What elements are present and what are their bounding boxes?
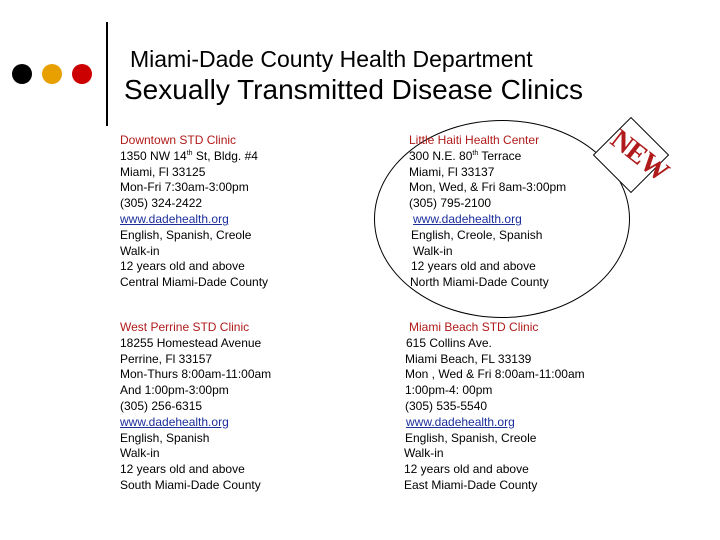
clinic-age: 12 years old and above bbox=[404, 462, 529, 477]
clinic-area: East Miami-Dade County bbox=[404, 477, 538, 492]
clinic-website-link[interactable]: www.dadehealth.org bbox=[406, 414, 515, 429]
page-title: Sexually Transmitted Disease Clinics bbox=[124, 74, 584, 105]
clinic-street: 1350 NW 14th St, Bldg. #4 bbox=[120, 148, 258, 163]
clinic-website-link[interactable]: www.dadehealth.org bbox=[120, 211, 229, 226]
clinic-walkin: Walk-in bbox=[120, 446, 160, 461]
clinic-website-link[interactable]: www.dadehealth.org bbox=[120, 414, 229, 429]
clinic-street: 300 N.E. 80th Terrace bbox=[409, 148, 522, 163]
clinic-age: 12 years old and above bbox=[411, 259, 536, 274]
red-dot bbox=[72, 64, 92, 84]
clinic-name: Downtown STD Clinic bbox=[120, 133, 237, 147]
clinic-name: West Perrine STD Clinic bbox=[120, 320, 250, 334]
page-subtitle: Miami-Dade County Health Department bbox=[130, 46, 533, 72]
clinic-age: 12 years old and above bbox=[120, 259, 245, 274]
clinic-hours: Mon , Wed & Fri 8:00am-11:00am bbox=[405, 367, 585, 382]
clinic-hours: Mon-Fri 7:30am-3:00pm bbox=[120, 180, 249, 195]
clinic-hours-2: And 1:00pm-3:00pm bbox=[120, 383, 229, 398]
clinic-city: Miami, Fl 33125 bbox=[120, 164, 206, 179]
clinic-languages: English, Spanish, Creole bbox=[405, 430, 537, 445]
clinic-walkin: Walk-in bbox=[413, 243, 453, 258]
clinic-name: Little Haiti Health Center bbox=[409, 133, 540, 147]
clinic-card-downtown: Downtown STD Clinic 1350 NW 14th St, Bld… bbox=[120, 133, 268, 291]
clinic-phone: (305) 324-2422 bbox=[120, 196, 203, 211]
clinic-languages: English, Spanish, Creole bbox=[120, 227, 252, 242]
clinic-languages: English, Spanish bbox=[120, 430, 210, 445]
clinic-city: Miami Beach, FL 33139 bbox=[405, 351, 532, 366]
clinic-name: Miami Beach STD Clinic bbox=[409, 320, 539, 334]
clinic-hours-2: 1:00pm-4: 00pm bbox=[405, 383, 493, 398]
clinic-card-little-haiti: Little Haiti Health Center 300 N.E. 80th… bbox=[409, 133, 566, 291]
clinic-phone: (305) 256-6315 bbox=[120, 398, 203, 413]
clinic-languages: English, Creole, Spanish bbox=[411, 227, 543, 242]
clinic-city: Miami, Fl 33137 bbox=[409, 164, 495, 179]
clinic-hours: Mon, Wed, & Fri 8am-3:00pm bbox=[409, 180, 567, 195]
clinic-hours: Mon-Thurs 8:00am-11:00am bbox=[120, 367, 272, 382]
clinic-walkin: Walk-in bbox=[120, 243, 160, 258]
clinic-phone: (305) 535-5540 bbox=[405, 398, 488, 413]
clinic-city: Perrine, Fl 33157 bbox=[120, 351, 213, 366]
orange-dot bbox=[42, 64, 62, 84]
black-dot bbox=[12, 64, 32, 84]
highlight-ellipse bbox=[374, 120, 630, 318]
clinic-area: South Miami-Dade County bbox=[120, 477, 261, 492]
clinic-area: Central Miami-Dade County bbox=[120, 275, 269, 290]
clinic-street: 615 Collins Ave. bbox=[406, 335, 492, 350]
clinic-age: 12 years old and above bbox=[120, 462, 245, 477]
clinic-walkin: Walk-in bbox=[404, 446, 444, 461]
clinic-card-west-perrine: West Perrine STD Clinic 18255 Homestead … bbox=[120, 320, 271, 494]
clinic-phone: (305) 795-2100 bbox=[409, 196, 492, 211]
clinic-street: 18255 Homestead Avenue bbox=[120, 335, 262, 350]
header-divider bbox=[106, 22, 108, 126]
clinic-card-miami-beach: Miami Beach STD Clinic 615 Collins Ave. … bbox=[404, 320, 585, 494]
clinic-website-link[interactable]: www.dadehealth.org bbox=[413, 211, 522, 226]
clinic-area: North Miami-Dade County bbox=[410, 275, 549, 290]
